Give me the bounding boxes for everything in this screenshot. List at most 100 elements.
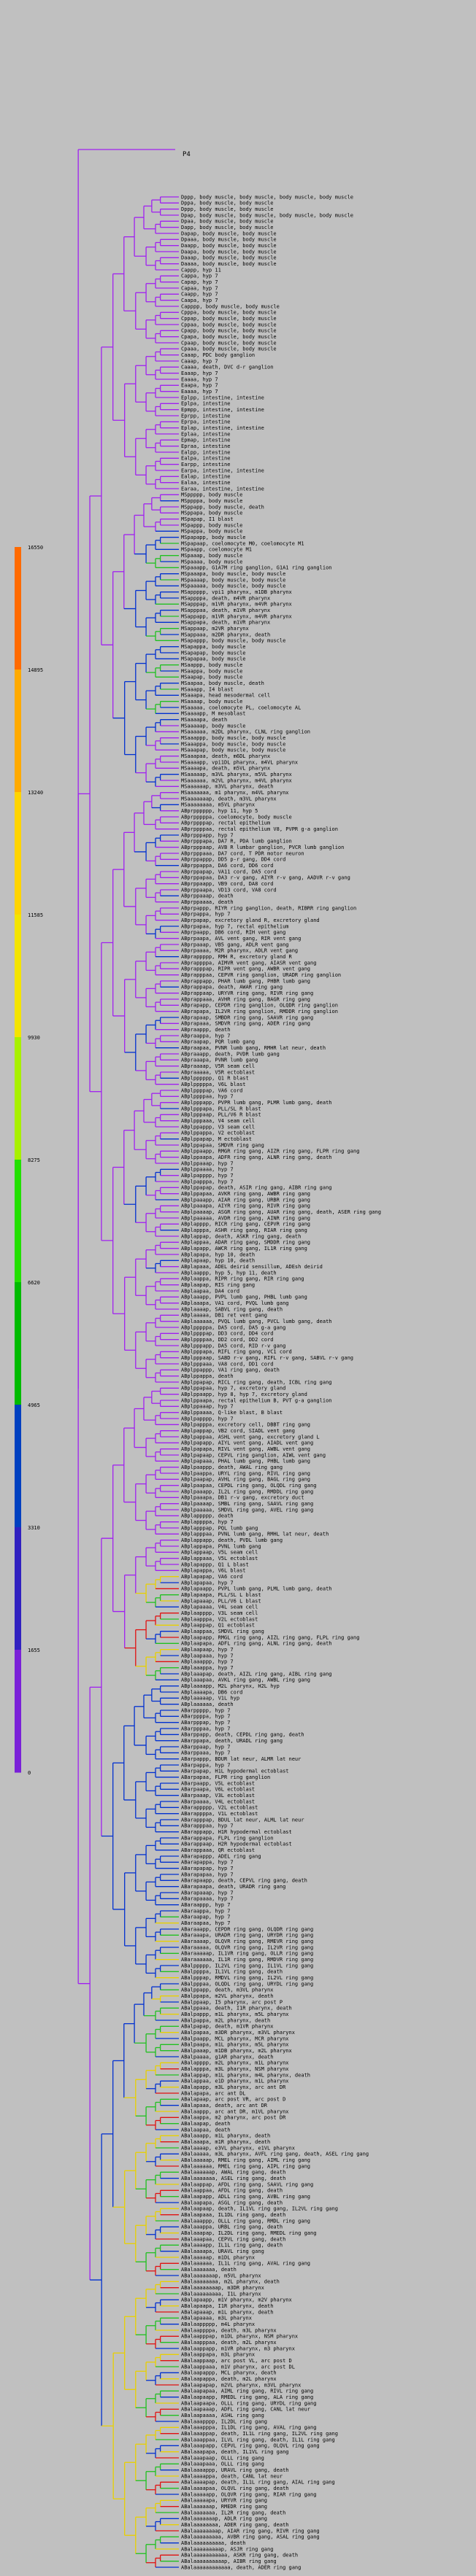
leaf-label: ABprpaaaa, M2R pharynx, ADLR vent gang: [181, 948, 298, 954]
leaf-label: Eaaaa, hyp 7: [181, 389, 218, 395]
leaf-label: ABalaapappa, death, m2L pharynx: [181, 2376, 277, 2382]
leaf-label: ABplpaapap, AVHL ring gang, BAGL ring ga…: [181, 1477, 310, 1483]
leaf-label: Dpaaa, body muscle, body muscle: [181, 237, 277, 243]
scale-tick-label: 3310: [28, 1525, 40, 1531]
leaf-label: ABplpapapp, AIYL vent gang, AIADL vent g…: [181, 1440, 313, 1446]
leaf-label: ABprpppaaa, DA7 cord, T PDR motor neuron: [181, 850, 304, 856]
leaf-label: ABplapapa, hyp 10, death: [181, 1252, 255, 1257]
leaf-label: ABplapappa, V6L blast: [181, 1568, 246, 1574]
color-scale-legend: 1655014895132401158599308275662049653310…: [15, 545, 43, 1776]
leaf-label: ABalaaapppp, IL2DL ring gang: [181, 2418, 267, 2424]
leaf-label: ABplaappp, hyp 5, hyp 11, death: [181, 1270, 277, 1276]
leaf-label: ABarpppap, hyp 7: [181, 1720, 230, 1726]
leaf-label: ABpraaapp, death, PVDR lumb gang: [181, 1051, 280, 1057]
leaf-label: ABplaaaapa, DB6 cord: [181, 1689, 242, 1695]
leaf-label: ABalaaapaaa, OLLL ring gang: [181, 2461, 264, 2467]
leaf-label: MSapppap, m1VR pharynx, m4VR pharynx: [181, 602, 292, 608]
leaf-label: ABplaaapa, VA1 cord, PVQL lumb gang: [181, 1300, 289, 1306]
leaf-label: ABprppappp, DD5 p-r gang, DD4 cord: [181, 857, 285, 863]
leaf-label: ABplpapppa, excretory cell, DBBT ring ga…: [181, 1422, 310, 1428]
leaf-label: ABalaapapap, m2VL pharynx, m3VL pharynx: [181, 2382, 301, 2388]
leaf-label: ABplaapppp, V3L seam cell: [181, 1610, 258, 1616]
leaf-label: ABalapapp, m3L pharynx, arc ant DR: [181, 2084, 286, 2090]
leaf-label: ABplaaaaaa, death: [181, 1702, 234, 1707]
leaf-label: ABalaapaapp, RMEDL ring gang, ALA ring g…: [181, 2394, 313, 2400]
leaf-label: ABplpapaaa, PHAL lumb gang, PHBL lumb ga…: [181, 1459, 310, 1464]
leaf-label: Earaa, intestine, intestine: [181, 486, 264, 492]
leaf-label: Daaap, body muscle, body muscle: [181, 255, 277, 261]
leaf-label: ABplappapp, death, PVDL lumb gang: [181, 1537, 283, 1543]
leaf-label: ABplppaaaa, Q-like blast, B blast: [181, 1410, 283, 1416]
leaf-label: ABprppapaa, DA3 r-v gang, AIYR r-v gang,…: [181, 875, 350, 881]
leaf-label: ABpraaaap, V5R seam cell: [181, 1063, 255, 1069]
leaf-label: ABprppappa, DA6 cord, DD6 cord: [181, 863, 273, 869]
leaf-label: Cpapa, body muscle, body muscle: [181, 334, 277, 340]
leaf-label: ABalpapaa, m3DR pharynx, m3VL pharynx: [181, 2030, 295, 2036]
leaf-label: ABplpaaapp, AIAR ring gang, URBR ring ga…: [181, 1197, 310, 1203]
leaf-label: ABplapaap, hyp 10, death: [181, 1258, 255, 1264]
leaf-label: MSpaapp, coelomocyte M1: [181, 547, 252, 553]
leaf-label: ABprppaapp, VB9 cord, DA8 cord: [181, 881, 273, 887]
leaf-label: ABalappaa, e1D pharynx, m1L pharynx: [181, 2079, 289, 2084]
leaf-label: ABplpppaaa, V4 seam cell: [181, 1118, 255, 1124]
leaf-label: ABarapappa, hyp 7: [181, 1860, 234, 1866]
leaf-label: Cpaaa, body muscle, body muscle: [181, 346, 277, 352]
leaf-label: MSappaap, m2VR pharynx: [181, 626, 249, 632]
leaf-label: ABprapaaa, SMDVR ring gang, ADER ring ga…: [181, 1021, 310, 1027]
leaf-label: ABplpaaaaa, SMDVL ring gang, AVEL ring g…: [181, 1507, 313, 1513]
leaf-label: MSaaaap, body muscle: [181, 699, 242, 705]
leaf-label: ABalaaaap, e3VL pharynx, e1VL pharynx: [181, 2145, 295, 2151]
leaf-label: ABplpppaap, SABD r-v gang, RIFL r-v gang…: [181, 1355, 353, 1361]
leaf-label: ABplppapaa, hyp 7, excretory gland: [181, 1386, 285, 1392]
leaf-label: ABalaaapap, IL2DL ring gang, RMEDL ring …: [181, 2230, 316, 2236]
leaf-label: ABalaaaaaap, AWAL ring gang, death: [181, 2170, 285, 2176]
leaf-label: ABaraaapp, CEPDR ring gang, OLQDR ring g…: [181, 1926, 313, 1932]
leaf-label: Ealpa, intestine: [181, 456, 230, 462]
leaf-label: ABplppaapp, hyp 8, hyp 7, excretory glan…: [181, 1392, 307, 1397]
leaf-label: ABprapapa, IL2VR ring ganglion, RMDDR ri…: [181, 1009, 338, 1015]
leaf-labels: Dppp, body muscle, body muscle, body mus…: [181, 194, 381, 2570]
leaf-label: ABplpaaapa, AIYR ring gang, RIVR ring ga…: [181, 1203, 310, 1209]
leaf-label: Eaapa, hyp 7: [181, 383, 218, 389]
leaf-label: ABalaaaaaaap, ADLR ring gang: [181, 2516, 267, 2522]
leaf-label: ABplaapaa, DA4 cord: [181, 1288, 239, 1294]
leaf-label: Dapap, body muscle, body muscle: [181, 230, 277, 236]
leaf-label: MSaaaaaaa, m1 pharynx, m4VL pharynx: [181, 790, 289, 796]
leaf-label: ABplaapaaa, hyp 7: [181, 1653, 234, 1659]
leaf-label: ABalaaaaaaaaaa, death: [181, 2540, 246, 2546]
leaf-label: ABarppppp, hyp 7: [181, 1707, 230, 1713]
scale-tick-label: 16550: [28, 545, 43, 551]
leaf-label: ABalaaapppa, IL1DL ring gang, AVAL ring …: [181, 2425, 316, 2431]
leaf-label: ABprpppaap, AVB R lumbar ganglion, PVCR …: [181, 845, 344, 850]
leaf-label: MSaaapp, I4 blast: [181, 686, 234, 692]
leaf-label: ABalaapaapa, OLLL ring gang, URYDL ring …: [181, 2400, 316, 2406]
leaf-label: ABalaaaaaaaa, ADER ring gang, death: [181, 2522, 289, 2528]
scale-segment: [15, 915, 21, 1038]
leaf-label: ABalaaaapaa, OLQVL ring gang, death: [181, 2486, 289, 2491]
leaf-label: Dppp, body muscle, body muscle: [181, 206, 273, 212]
leaf-label: ABpraaaaa, V5R ectoblast: [181, 1069, 255, 1075]
leaf-label: Cappp, hyp 11: [181, 267, 221, 273]
leaf-label: ABplppaapa, ADFR ring gang, ALNR ring ga…: [181, 1155, 332, 1160]
leaf-label: ABplpppppp, Q1 R blast: [181, 1076, 249, 1082]
leaf-label: MSappapp, m1VR pharynx, m4VR pharynx: [181, 613, 292, 619]
leaf-label: ABpraappp, death: [181, 1027, 230, 1033]
leaf-label: ABalpapap, death, m1VR pharynx: [181, 2024, 273, 2030]
leaf-label: MSappaaa, m2DR pharynx, death: [181, 632, 270, 637]
leaf-label: ABalaappaap, arc post VL, arc post D: [181, 2358, 292, 2364]
leaf-label: ABplpaaapa, DB1 r-v gang, excretory duct: [181, 1495, 304, 1501]
leaf-label: ABalaaapa, m1R pharynx, death: [181, 2139, 270, 2145]
leaf-label: MSapappa, body muscle: [181, 644, 246, 650]
leaf-label: Caaap, PDC body ganglion: [181, 352, 255, 358]
leaf-label: ABalaapaaa, IL1DL ring gang, death: [181, 2212, 285, 2218]
leaf-label: ABalaaaappa, death, CANL lat neur: [181, 2473, 283, 2479]
leaf-label: ABplppaaap, hyp 7: [181, 1160, 234, 1166]
leaf-label: ABprapaap, SMBDR ring gang, SAAVR ring g…: [181, 1015, 313, 1020]
leaf-label: ABaraaaaap, IL1VR ring gang, OLLR ring g…: [181, 1951, 313, 1957]
leaf-label: ABarppaap, hyp 7: [181, 1744, 230, 1750]
leaf-label: ABplapppap, PQL lumb gang: [181, 1525, 258, 1531]
leaf-label: ABarpappp, BDUR lat neur, ALMR lat neur: [181, 1756, 301, 1762]
leaf-label: MSaaapap, body muscle, body muscle: [181, 748, 285, 753]
leaf-label: MSpaaap, body muscle: [181, 553, 242, 559]
leaf-label: ABprppaapa, VD13 cord, VA8 cord: [181, 887, 277, 893]
